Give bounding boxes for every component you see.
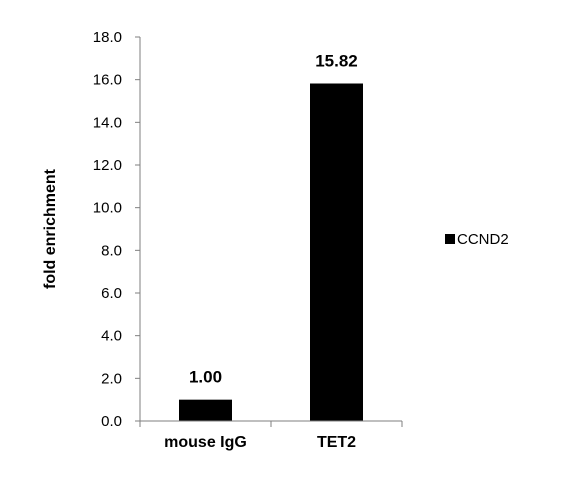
bar-tet2: [310, 83, 363, 422]
data-label: 1.00: [189, 368, 222, 387]
y-axis-title: fold enrichment: [42, 168, 59, 289]
y-tick-label: 12.0: [93, 157, 122, 174]
y-tick-label: 16.0: [93, 72, 122, 89]
y-tick-label: 4.0: [101, 328, 122, 345]
y-tick-label: 6.0: [101, 285, 122, 302]
y-tick-label: 8.0: [101, 242, 122, 259]
data-labels: 1.00 15.82: [189, 52, 358, 387]
bar-mouse-igg: [179, 399, 232, 421]
data-label: 15.82: [315, 52, 358, 71]
y-axis-ticks: 0.0 2.0 4.0 6.0 8.0 10.0 12.0 14.0 16.0 18.0: [93, 29, 403, 430]
x-category-label: mouse IgG: [164, 434, 247, 451]
y-tick-label: 2.0: [101, 370, 122, 387]
x-axis-labels: mouse IgG TET2: [164, 434, 356, 451]
y-tick-label: 0.0: [101, 413, 122, 430]
legend-label-ccnd2: CCND2: [457, 231, 509, 248]
y-tick-label: 10.0: [93, 200, 122, 217]
legend: CCND2: [445, 231, 509, 248]
bars: [179, 83, 363, 422]
y-tick-label: 18.0: [93, 29, 122, 46]
x-category-label: TET2: [317, 434, 356, 451]
y-tick-label: 14.0: [93, 114, 122, 131]
legend-swatch-ccnd2: [445, 234, 455, 244]
